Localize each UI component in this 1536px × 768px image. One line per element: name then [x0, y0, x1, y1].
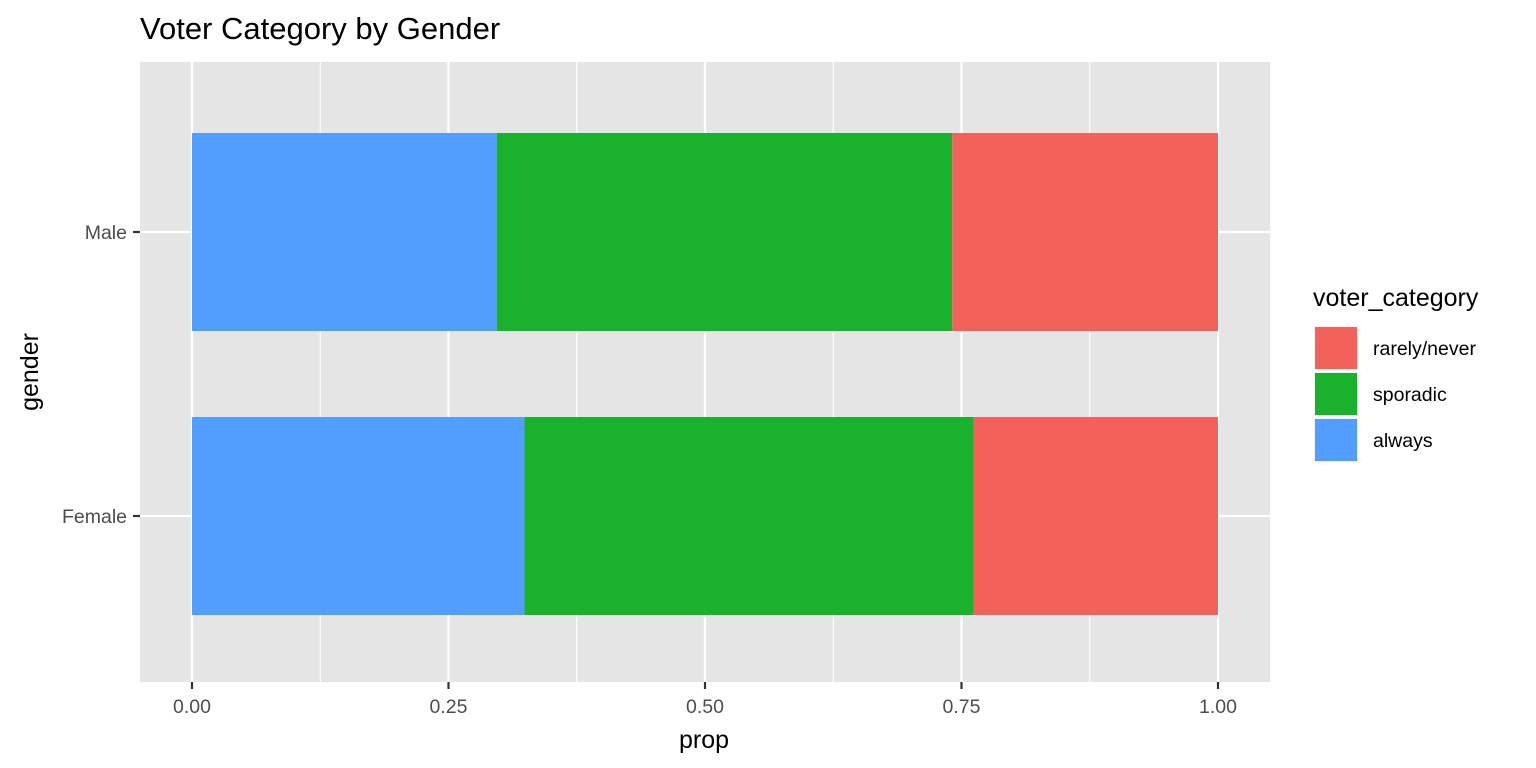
y-tick-label: Female: [62, 506, 127, 528]
legend-swatch: [1315, 419, 1357, 461]
x-tick-label: 0.75: [943, 696, 981, 718]
x-axis-title: prop: [679, 726, 729, 754]
bar-female-sporadic: [524, 417, 974, 615]
x-tick-label: 1.00: [1199, 696, 1237, 718]
legend-label: sporadic: [1373, 384, 1447, 406]
x-tick-label: 0.25: [430, 696, 468, 718]
legend-title: voter_category: [1313, 284, 1479, 312]
legend-swatch: [1315, 373, 1357, 415]
bar-female-rarely-never: [973, 417, 1218, 615]
bar-male-rarely-never: [952, 133, 1218, 331]
y-axis-title: gender: [16, 333, 44, 411]
chart-title: Voter Category by Gender: [140, 11, 500, 46]
bars-group: [192, 133, 1218, 615]
x-tick-label: 0.50: [686, 696, 724, 718]
legend-items: rarely/never sporadic always: [1314, 326, 1476, 462]
bar-male-always: [192, 133, 497, 331]
y-axis: Female Male: [62, 222, 140, 528]
legend-label: rarely/never: [1373, 338, 1476, 360]
x-axis: 0.00 0.25 0.50 0.75 1.00: [173, 682, 1237, 718]
y-tick-label: Male: [85, 222, 127, 244]
legend-swatch: [1315, 327, 1357, 369]
legend-label: always: [1373, 430, 1433, 452]
legend: voter_category rarely/never sporadic alway…: [1313, 284, 1479, 462]
bar-male-sporadic: [496, 133, 953, 331]
x-tick-label: 0.00: [173, 696, 211, 718]
bar-female-always: [192, 417, 525, 615]
